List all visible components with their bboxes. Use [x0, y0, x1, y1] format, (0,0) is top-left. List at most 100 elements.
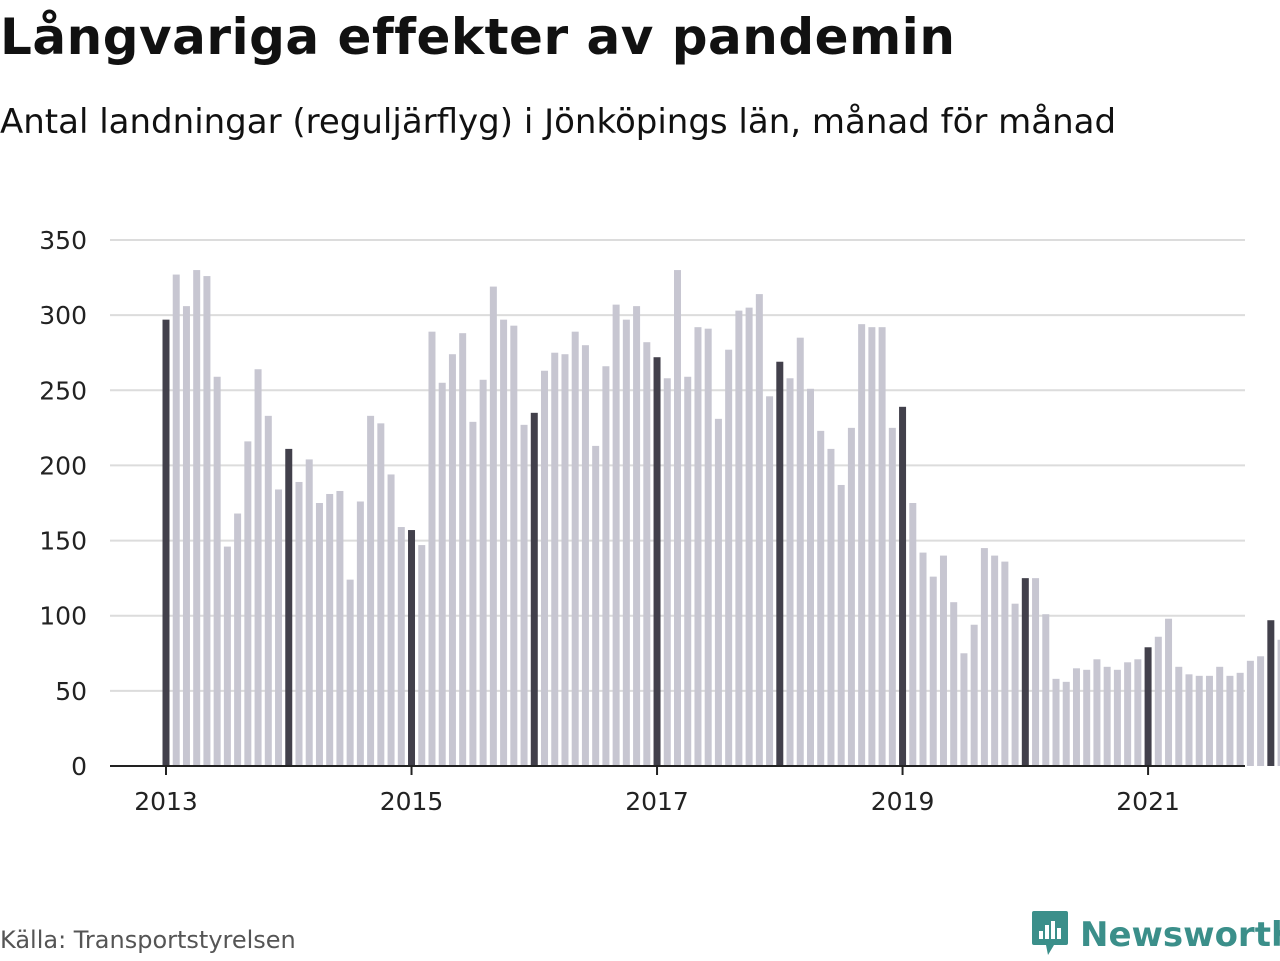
bar — [1267, 620, 1274, 766]
bar — [490, 287, 497, 766]
bar — [940, 556, 947, 766]
bar — [858, 324, 865, 766]
bar — [1053, 679, 1060, 766]
bar — [623, 320, 630, 766]
y-tick-label: 100 — [39, 602, 87, 631]
bar — [909, 503, 916, 766]
bar — [735, 311, 742, 766]
bar — [664, 378, 671, 766]
bar — [592, 446, 599, 766]
bar — [1022, 578, 1029, 766]
bar — [868, 327, 875, 766]
bar — [418, 545, 425, 766]
bar — [163, 320, 170, 766]
bar — [684, 377, 691, 766]
bar — [1175, 667, 1182, 766]
brand-name: Newsworthy — [1080, 915, 1280, 955]
bar — [285, 449, 292, 766]
bar — [541, 371, 548, 766]
bar — [879, 327, 886, 766]
y-tick-label: 0 — [71, 752, 87, 781]
bar — [1206, 676, 1213, 766]
bar — [1063, 682, 1070, 766]
x-tick-label: 2021 — [1116, 787, 1180, 816]
bar — [336, 491, 343, 766]
bar — [551, 353, 558, 766]
bar — [981, 548, 988, 766]
bar — [193, 270, 200, 766]
bar — [654, 357, 661, 766]
bar — [827, 449, 834, 766]
bar — [357, 501, 364, 766]
bar — [1001, 562, 1008, 766]
bar — [439, 383, 446, 766]
bar — [469, 422, 476, 766]
bar — [582, 345, 589, 766]
bar — [787, 378, 794, 766]
bar — [1012, 604, 1019, 766]
x-tick-label: 2019 — [871, 787, 935, 816]
bar — [971, 625, 978, 766]
bar — [428, 332, 435, 766]
bar — [275, 489, 282, 766]
bar — [531, 413, 538, 766]
bar — [173, 275, 180, 766]
bar — [1257, 656, 1264, 766]
bar — [1216, 667, 1223, 766]
x-tick-label: 2017 — [625, 787, 689, 816]
bar — [459, 333, 466, 766]
bar — [234, 514, 241, 766]
bar — [1114, 670, 1121, 766]
bar — [1104, 667, 1111, 766]
bar — [1083, 670, 1090, 766]
bar — [1165, 619, 1172, 766]
bar — [848, 428, 855, 766]
bar — [1134, 659, 1141, 766]
x-axis: 201320152017201920212023 — [110, 766, 1280, 816]
bar — [930, 577, 937, 766]
x-tick-label: 2015 — [380, 787, 444, 816]
bar — [715, 419, 722, 766]
bar — [561, 354, 568, 766]
brand-logo[interactable]: Newsworthy — [1030, 910, 1280, 960]
bar — [224, 547, 231, 766]
source-note: Källa: Transportstyrelsen — [0, 926, 296, 954]
bar — [244, 441, 251, 766]
bar — [991, 556, 998, 766]
bar — [1196, 676, 1203, 766]
bar — [756, 294, 763, 766]
bar — [183, 306, 190, 766]
bar — [408, 530, 415, 766]
bar — [838, 485, 845, 766]
bar — [214, 377, 221, 766]
bar — [643, 342, 650, 766]
bar — [776, 362, 783, 766]
bar — [295, 482, 302, 766]
bar — [1093, 659, 1100, 766]
bar — [388, 474, 395, 766]
bar — [920, 553, 927, 766]
bar — [1032, 578, 1039, 766]
x-tick-label: 2013 — [134, 787, 198, 816]
bar — [1155, 637, 1162, 766]
bar — [950, 602, 957, 766]
bar — [316, 503, 323, 766]
bar — [398, 527, 405, 766]
bar — [449, 354, 456, 766]
bar — [797, 338, 804, 766]
bar — [746, 308, 753, 766]
bar — [725, 350, 732, 766]
bar — [1247, 661, 1254, 766]
bar — [521, 425, 528, 766]
bar — [265, 416, 272, 766]
bar — [1226, 676, 1233, 766]
bar — [889, 428, 896, 766]
bar — [1042, 614, 1049, 766]
bar — [480, 380, 487, 766]
bar — [1145, 647, 1152, 766]
bar — [633, 306, 640, 766]
bar — [326, 494, 333, 766]
bar — [1237, 673, 1244, 766]
